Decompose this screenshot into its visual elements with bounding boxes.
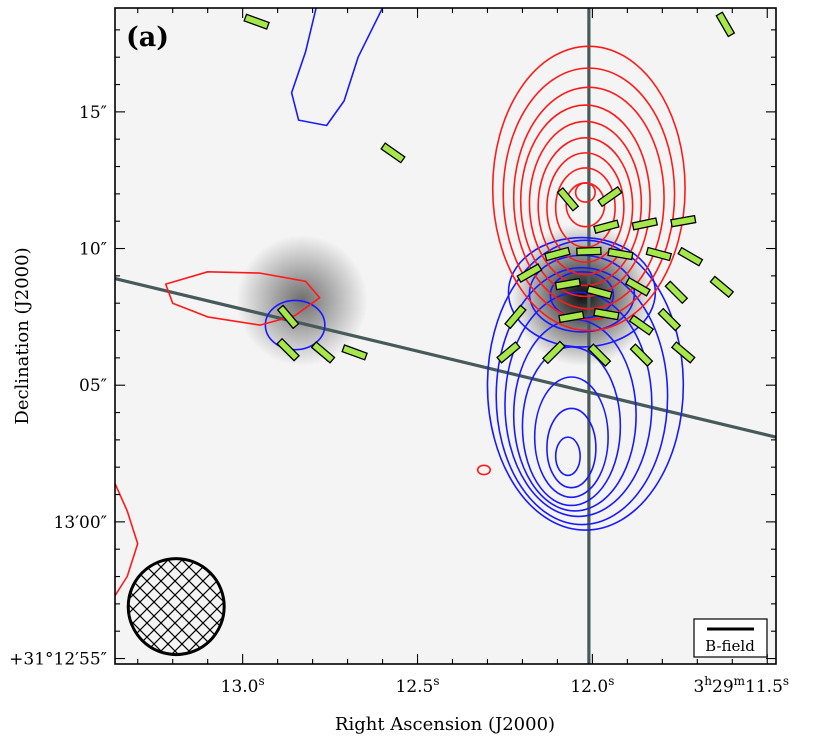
b-field-vector: [544, 246, 571, 262]
diagonal-outflow-axis: [115, 277, 776, 439]
blue-contour-7: [546, 407, 597, 489]
red-contour-2: [502, 67, 676, 321]
red-contour-1: [491, 45, 686, 332]
b-field-vector: [587, 343, 612, 367]
red-contour-10: [574, 182, 596, 203]
b-field-vector: [554, 277, 582, 291]
tick-marks: [115, 8, 776, 664]
blue-contour-8: [554, 436, 581, 477]
b-field-vector: [558, 310, 585, 324]
b-field-vector: [657, 307, 682, 332]
b-field-vector: [645, 246, 673, 262]
b-field-vector: [664, 280, 689, 305]
legend-label: B-field: [705, 637, 755, 655]
b-field-vector: [628, 314, 655, 336]
blue-contour-3: [504, 291, 653, 518]
legend-box: B-field: [693, 618, 768, 658]
x-tick-label: 13.0s: [221, 674, 265, 697]
red-contour-4: [519, 104, 651, 298]
tick-labels: 13.0s 12.5s 12.0s 3h29m11.5s 15″ 10″ 05″ 13′00″…: [9, 103, 789, 697]
blue-north-contour: [290, 8, 384, 127]
blue-contour-6: [533, 376, 609, 499]
y-tick-label: +31°12′55″: [9, 650, 107, 670]
red-small-contour: [476, 464, 492, 476]
plot-background: [115, 8, 776, 664]
b-field-vector: [670, 214, 697, 228]
b-field-vector: [542, 340, 566, 365]
x-tick-label: 12.0s: [570, 674, 614, 697]
beam-ellipse: [126, 557, 226, 657]
b-field-vector: [593, 307, 620, 321]
b-field-vector: [597, 185, 623, 208]
red-contour-5: [528, 120, 643, 287]
red-east-contour: [164, 271, 321, 326]
b-field-vector: [629, 343, 654, 367]
b-field-vector: [496, 341, 521, 364]
b-field-vector: [556, 186, 580, 212]
y-tick-label: 13′00″: [54, 513, 107, 533]
x-axis-label: Right Ascension (J2000): [335, 714, 555, 735]
b-field-vector: [709, 275, 735, 299]
b-field-vector: [310, 341, 336, 364]
outflow-axes: [115, 8, 776, 664]
red-contour-6: [537, 137, 634, 276]
b-field-vector: [586, 285, 613, 300]
b-field-vector: [607, 247, 634, 261]
b-field-vector: [380, 142, 406, 164]
polarization-vectors: [243, 11, 736, 367]
b-field-vector: [276, 337, 300, 362]
b-field-vector: [670, 341, 696, 364]
blue-contour-1: [486, 239, 685, 531]
x-tick-label: 3h29m11.5s: [693, 674, 789, 697]
b-field-vector: [593, 219, 620, 234]
b-field-vector: [516, 263, 543, 284]
y-tick-label: 10″: [79, 240, 107, 260]
beam: [126, 557, 226, 657]
plot-frame: [114, 7, 777, 665]
b-field-vector: [677, 246, 704, 267]
b-field-vector: [243, 13, 270, 30]
b-field-vector: [504, 304, 527, 330]
red-contour-3: [512, 86, 665, 310]
red-contour-8: [554, 167, 616, 248]
b-field-vector: [276, 304, 300, 330]
b-field-vector: [631, 217, 659, 231]
y-tick-label: 05″: [79, 376, 107, 396]
b-field-vector: [624, 276, 651, 297]
y-axis-label: Declination (J2000): [12, 247, 33, 424]
blue-east-contour: [264, 299, 326, 351]
b-field-vector: [576, 246, 602, 256]
red-contour-7: [546, 152, 625, 264]
b-field-vector: [341, 344, 368, 361]
b-field-vector: [715, 11, 736, 38]
dust-peak-west: [510, 223, 653, 367]
x-tick-label: 12.5s: [396, 674, 440, 697]
red-corner-contour: [115, 483, 139, 597]
blue-contour-2: [495, 266, 669, 526]
panel-label: (a): [126, 22, 169, 53]
y-tick-label: 15″: [79, 103, 107, 123]
